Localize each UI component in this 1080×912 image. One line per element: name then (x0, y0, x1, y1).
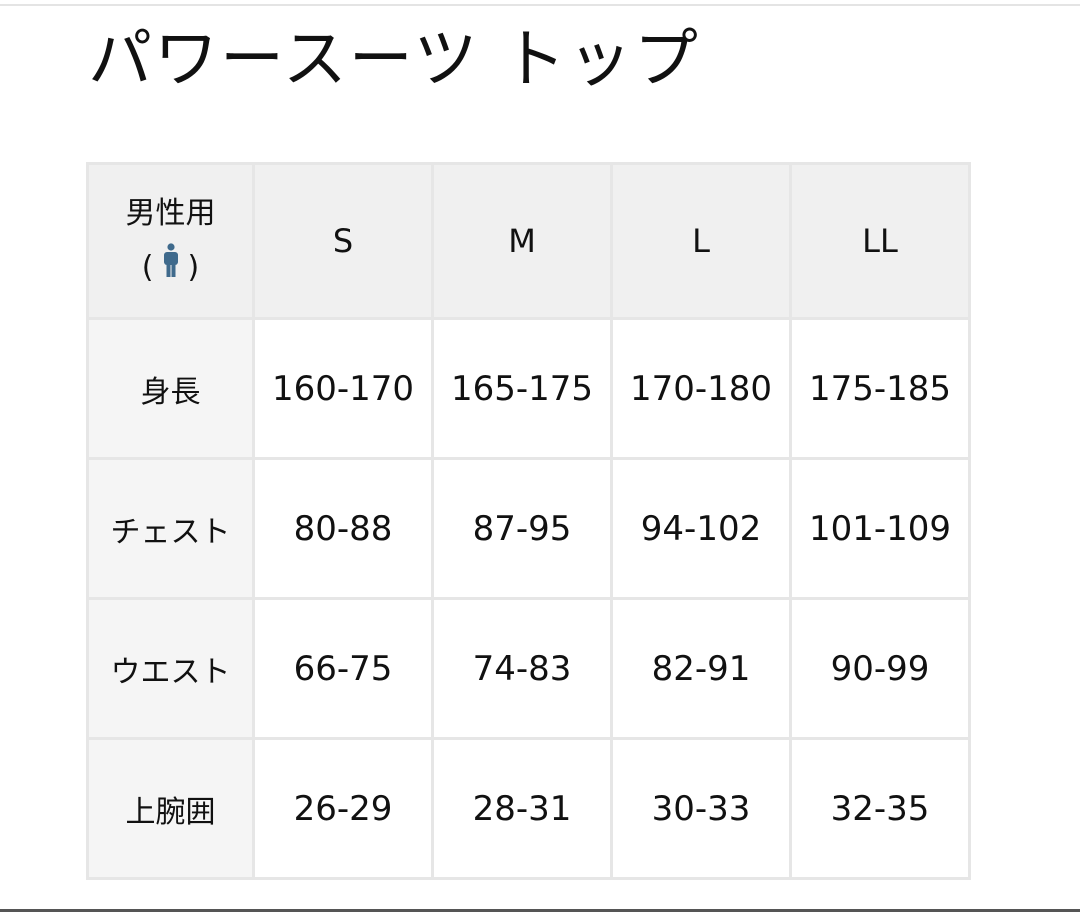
table-cell: 26-29 (252, 737, 434, 880)
table-cell: 90-99 (789, 597, 971, 740)
table-cell: 94-102 (610, 457, 792, 600)
size-table: 男性用 () S M L LL 身長 160-170 165-175 170-1… (86, 162, 971, 880)
table-row: チェスト 80-88 87-95 94-102 101-109 (86, 457, 971, 600)
table-cell: 175-185 (789, 317, 971, 460)
table-row: 身長 160-170 165-175 170-180 175-185 (86, 317, 971, 460)
row-label: 身長 (86, 317, 255, 460)
table-cell: 74-83 (431, 597, 613, 740)
man-icon (162, 241, 180, 295)
size-header-l: L (610, 162, 792, 320)
row-label: チェスト (86, 457, 255, 600)
table-cell: 165-175 (431, 317, 613, 460)
size-header-ll: LL (789, 162, 971, 320)
corner-label: 男性用 (125, 195, 216, 231)
page-title: パワースーツ トップ (88, 23, 700, 97)
table-cell: 28-31 (431, 737, 613, 880)
table-cell: 32-35 (789, 737, 971, 880)
bottom-divider (0, 909, 1080, 912)
row-label: ウエスト (86, 597, 255, 740)
corner-header: 男性用 () (86, 162, 255, 320)
icon-wrapper: () (89, 241, 252, 296)
table-cell: 160-170 (252, 317, 434, 460)
table-cell: 66-75 (252, 597, 434, 740)
row-label: 上腕囲 (86, 737, 255, 880)
table-row: ウエスト 66-75 74-83 82-91 90-99 (86, 597, 971, 740)
table-cell: 82-91 (610, 597, 792, 740)
top-divider (0, 4, 1080, 6)
table-row: 上腕囲 26-29 28-31 30-33 32-35 (86, 737, 971, 880)
size-header-s: S (252, 162, 434, 320)
table-cell: 170-180 (610, 317, 792, 460)
table-cell: 80-88 (252, 457, 434, 600)
header-row: 男性用 () S M L LL (86, 162, 971, 320)
table-cell: 101-109 (789, 457, 971, 600)
table-cell: 30-33 (610, 737, 792, 880)
table-cell: 87-95 (431, 457, 613, 600)
size-header-m: M (431, 162, 613, 320)
